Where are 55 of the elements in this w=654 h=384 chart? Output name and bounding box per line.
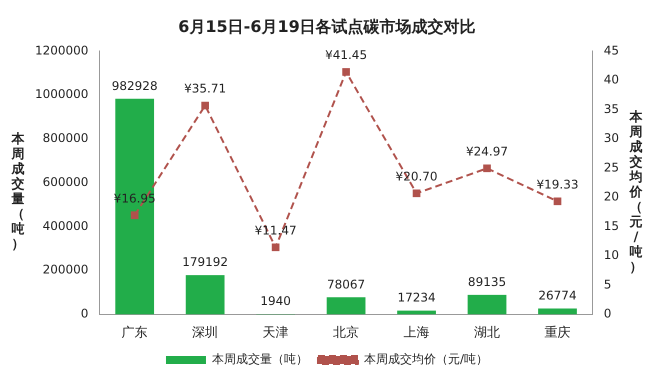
bar (186, 275, 225, 314)
bar (326, 297, 366, 314)
y-tick-label: 400000 (42, 218, 88, 233)
data-label: ¥35.71 (184, 82, 226, 96)
y2-tick-label: 20 (604, 190, 620, 204)
chart-title: 6月15日-6月19日各试点碳市场成交对比 (178, 16, 476, 36)
data-label: ¥20.70 (396, 169, 438, 184)
y2-tick-label: 30 (604, 131, 620, 146)
y2-tick-label: 40 (604, 72, 620, 87)
y2-tick-label: 35 (604, 102, 620, 116)
point (412, 190, 420, 198)
legend-label: 本周成交均价（元/吨） (364, 352, 488, 366)
y-tick-label: 1200000 (34, 43, 88, 58)
x-tick-label: 上海 (404, 326, 430, 341)
y2-tick-label: 0 (604, 306, 612, 321)
point (130, 211, 139, 220)
y-tick-label: 200000 (42, 262, 88, 277)
y2-tick-label: 25 (604, 160, 620, 174)
data-label: 89135 (468, 274, 506, 289)
y2-tick-label: 45 (604, 43, 620, 58)
data-label: 179192 (182, 255, 228, 270)
point (483, 164, 491, 172)
y-tick-label: 1000000 (34, 87, 88, 102)
point (272, 243, 280, 252)
point (201, 102, 209, 110)
data-label: ¥19.33 (536, 177, 578, 192)
y-tick-label: 800000 (42, 131, 88, 146)
x-tick-label: 湖北 (474, 326, 500, 341)
x-tick-label: 重庆 (544, 326, 570, 341)
point (342, 68, 350, 76)
data-label: 26774 (538, 288, 577, 303)
data-label: 17234 (397, 290, 436, 305)
legend-label: 本周成交量（吨） (212, 352, 308, 366)
y-tick-label: 600000 (42, 174, 88, 189)
bar (468, 294, 506, 314)
text: 本周成交均价（元/吨） (630, 110, 642, 274)
y2-tick-label: 15 (604, 218, 620, 233)
bar (397, 310, 436, 314)
data-label: ¥24.97 (466, 144, 508, 158)
data-label: ¥41.45 (325, 48, 368, 62)
x-tick-label: 深圳 (192, 326, 218, 341)
x-tick-label: 广东 (122, 326, 148, 341)
y2-tick-label: 5 (604, 277, 612, 292)
data-label: ¥11.47 (254, 223, 297, 238)
data-label: 1940 (260, 294, 291, 308)
point (554, 198, 562, 206)
y-tick-label: 0 (80, 306, 88, 321)
y2-tick-label: 10 (604, 248, 620, 262)
x-tick-label: 北京 (333, 326, 360, 341)
bar (115, 98, 154, 314)
data-label: 982928 (112, 78, 158, 93)
data-label: 78067 (326, 277, 366, 292)
x-tick-label: 天津 (262, 326, 289, 341)
y-axis-title: 本周成交量（吨） (10, 132, 26, 252)
bar (538, 308, 577, 314)
